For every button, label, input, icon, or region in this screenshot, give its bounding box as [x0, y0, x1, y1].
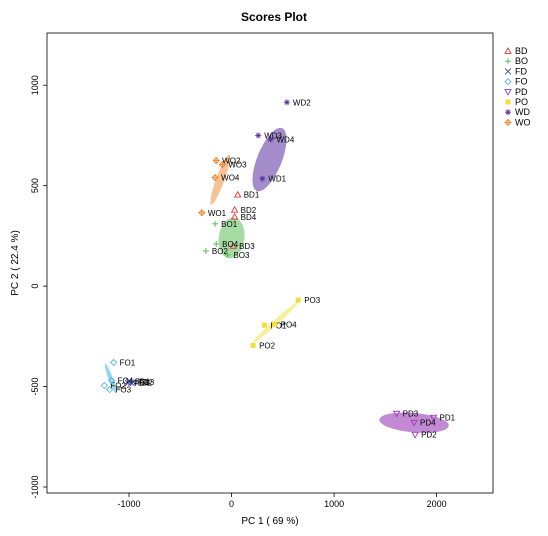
- point-label-bd3: BD3: [239, 242, 255, 251]
- point-label-fd4: FD4: [134, 379, 150, 388]
- point-label-fo4: FO4: [118, 377, 134, 386]
- y-tick-label: -1000: [30, 475, 40, 498]
- x-tick-label: 2000: [427, 499, 447, 509]
- point-fo4: [107, 376, 116, 385]
- legend-marker-po: [505, 99, 511, 105]
- point-wo3: [218, 160, 226, 169]
- point-label-fo3: FO3: [116, 386, 132, 395]
- legend-label-fd: FD: [515, 66, 527, 76]
- point-fo2: [100, 381, 109, 390]
- point-label-pd2: PD2: [421, 431, 437, 440]
- point-bd4: [230, 212, 239, 220]
- legend-label-fo: FO: [515, 77, 528, 87]
- y-tick-label: 0: [30, 284, 40, 289]
- point-wd1: [259, 175, 266, 182]
- y-axis-ticks: -1000 -500 0 500 1000: [30, 75, 47, 498]
- legend-marker-wo: [504, 118, 512, 127]
- point-label-bo2: BO2: [212, 247, 229, 256]
- point-label-po4: PO4: [281, 320, 298, 329]
- point-label-pd1: PD1: [440, 414, 456, 423]
- point-fd4: [124, 379, 132, 387]
- point-label-wd1: WD1: [268, 175, 286, 184]
- legend-marker-bo: [505, 58, 511, 65]
- point-label-fd3: FD3: [139, 378, 155, 387]
- x-tick-label: -1000: [118, 499, 141, 509]
- point-label-bd1: BD1: [244, 191, 260, 200]
- legend-label-bo: BO: [515, 56, 528, 66]
- chart-title: Scores Plot: [241, 10, 307, 24]
- point-wo1: [198, 209, 206, 217]
- point-bo1: [212, 220, 219, 227]
- point-label-bo3: BO3: [233, 251, 250, 260]
- point-pd3: [392, 410, 401, 418]
- point-bo2: [202, 247, 209, 254]
- point-label-bd2: BD2: [241, 206, 257, 215]
- point-pd1: [429, 414, 438, 422]
- point-wd2: [283, 99, 290, 106]
- point-label-fo1: FO1: [120, 358, 136, 367]
- point-po3: [295, 297, 301, 303]
- point-bd2: [230, 205, 239, 213]
- confidence-ellipses: [104, 127, 449, 433]
- point-fo1: [110, 358, 118, 367]
- legend-marker-fd: [504, 68, 512, 75]
- legend-marker-wd: [505, 109, 511, 116]
- point-label-wo2: WO2: [222, 157, 241, 166]
- x-tick-label: 1000: [324, 499, 344, 509]
- point-label-wo4: WO4: [221, 174, 240, 183]
- point-label-po3: PO3: [304, 296, 321, 305]
- legend-marker-bd: [504, 47, 512, 54]
- point-label-fd1: FD1: [135, 378, 151, 387]
- point-label-bo4: BO4: [222, 240, 239, 249]
- point-po1: [261, 322, 267, 328]
- ellipse-bo: [218, 217, 245, 259]
- legend-label-wo: WO: [515, 117, 531, 127]
- y-tick-label: -500: [30, 378, 40, 396]
- ellipse-wd: [252, 127, 287, 192]
- point-wo4: [211, 173, 219, 182]
- point-label-bo1: BO1: [221, 220, 238, 229]
- y-tick-label: 1000: [30, 75, 40, 95]
- point-pd4: [410, 419, 418, 427]
- legend-marker-fo: [504, 77, 512, 86]
- point-wo2: [212, 156, 220, 165]
- legend-marker-pd: [504, 88, 512, 96]
- point-label-wd3: WD3: [264, 131, 282, 140]
- point-label-po1: PO1: [270, 321, 287, 330]
- point-bd3: [229, 241, 237, 249]
- point-wd4: [267, 136, 274, 143]
- point-label-wo3: WO3: [228, 161, 247, 170]
- legend-label-pd: PD: [515, 87, 528, 97]
- point-label-wd2: WD2: [293, 98, 311, 107]
- x-axis-label: PC 1 ( 69 %): [241, 516, 298, 527]
- point-wd3: [255, 132, 262, 139]
- point-fo3: [105, 385, 114, 394]
- point-po4: [272, 321, 278, 327]
- point-label-wo1: WO1: [208, 209, 227, 218]
- x-tick-label: 0: [229, 499, 234, 509]
- y-axis-label: PC 2 ( 22.4 %): [10, 230, 21, 296]
- point-label-fd2: FD2: [137, 379, 153, 388]
- point-label-wd4: WD4: [277, 135, 295, 144]
- point-label-pd4: PD4: [420, 419, 436, 428]
- point-label-bd4: BD4: [241, 213, 257, 222]
- plot-area: [46, 32, 494, 494]
- point-pd2: [411, 431, 419, 439]
- point-bd1: [233, 190, 242, 198]
- ellipse-wo: [210, 154, 231, 205]
- legend-label-po: PO: [515, 97, 528, 107]
- point-bo3: [224, 251, 231, 258]
- legend-label-bd: BD: [515, 46, 528, 56]
- x-axis-ticks: -1000 0 1000 2000: [118, 493, 447, 509]
- point-label-pd3: PD3: [403, 410, 419, 419]
- point-po2: [250, 342, 256, 348]
- point-bo4: [213, 240, 220, 247]
- point-label-po2: PO2: [259, 341, 276, 350]
- legend-label-wd: WD: [515, 107, 530, 117]
- point-label-fo2: FO2: [110, 382, 126, 391]
- y-tick-label: 500: [30, 178, 40, 193]
